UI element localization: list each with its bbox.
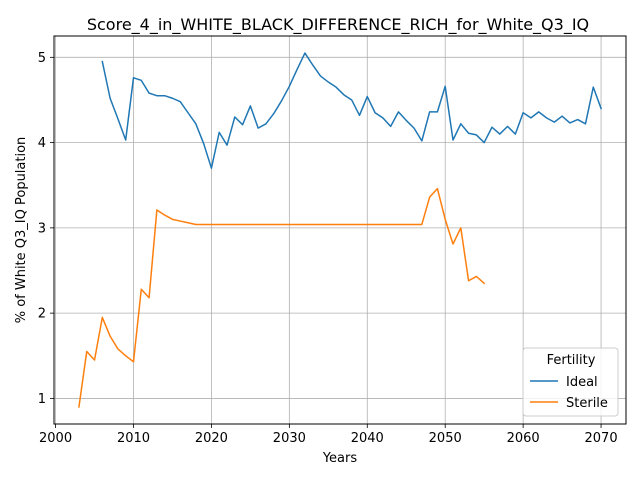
x-tick-label: 2010 [117,431,150,446]
x-tick-label: 2030 [273,431,306,446]
series-line-sterile [78,187,486,408]
x-tick-label: 2070 [585,431,618,446]
legend-box [522,347,619,417]
y-tick-label: 5 [38,51,46,66]
y-axis-label: % of White Q3_IQ Population [14,137,29,324]
legend-title: Fertility [547,353,596,368]
y-tick-label: 3 [38,221,46,236]
plot-frame [53,35,627,425]
x-tick-label: 2020 [195,431,228,446]
y-tick-label: 4 [38,136,46,151]
series-line-ideal [101,52,603,169]
legend-label-sterile: Sterile [566,396,608,411]
y-tick-label: 2 [38,307,46,322]
legend-label-ideal: Ideal [566,375,598,390]
y-tick-label: 1 [38,392,46,407]
chart-title: Score_4_in_WHITE_BLACK_DIFFERENCE_RICH_f… [87,15,589,35]
legend: Fertility Ideal Sterile [522,347,619,417]
x-tick-label: 2060 [507,431,540,446]
plot-series [78,52,603,408]
grid-lines [54,36,626,424]
x-tick-label: 2050 [429,431,462,446]
x-tick-label: 2040 [351,431,384,446]
x-axis-label: Years [322,451,358,466]
axis-ticks: 2000 2010 2020 2030 2040 2050 2060 2070 1 2 3 4 5 [38,51,618,446]
x-tick-label: 2000 [39,431,72,446]
